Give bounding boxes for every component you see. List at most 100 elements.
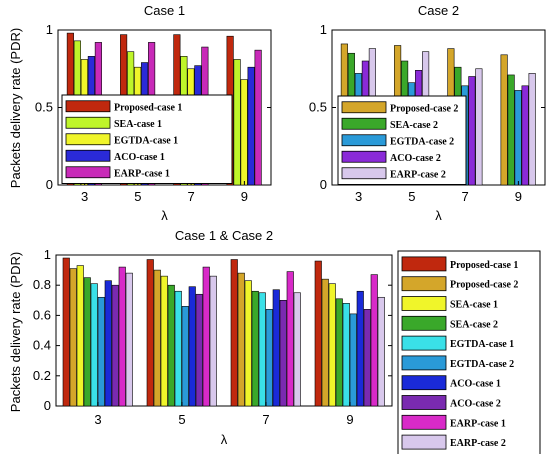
c3-bar-proposed-case-2-3 xyxy=(69,268,77,407)
c2-y-tick-label-1: 1 xyxy=(320,22,327,37)
c1-y-tick-label-1: 1 xyxy=(46,22,53,37)
c1-x-tick-label-3: 3 xyxy=(81,189,88,204)
c2-legend-swatch-sea-case-2 xyxy=(341,117,387,130)
c3-bar-sea-case-1-9 xyxy=(328,283,336,407)
c3-bar-aco-case-1-5 xyxy=(188,286,196,407)
c3-y-tick-label-0-2: 0.2 xyxy=(33,368,51,383)
c3-bar-sea-case-2-9 xyxy=(335,298,343,407)
c3-bar-sea-case-1-5 xyxy=(160,275,168,407)
c3-bar-aco-case-1-9 xyxy=(356,290,364,407)
c3-x-tick-label-3: 3 xyxy=(94,412,101,427)
c2-legend-label-egtda-case-2: EGTDA-case 2 xyxy=(390,136,454,147)
c3-x-tick-label-7: 7 xyxy=(262,412,269,427)
c1-chart-title: Case 1 xyxy=(144,3,185,18)
c3-legend-label-sea-case-2: SEA-case 2 xyxy=(450,319,498,330)
c3-bar-earp-case-1-3 xyxy=(118,266,126,407)
c3-bar-egtda-case-1-5 xyxy=(174,290,182,407)
c3-y-tick-label-0-8: 0.8 xyxy=(33,277,51,292)
c2-bar-sea-case-2-9 xyxy=(507,74,515,186)
c3-bar-earp-case-1-5 xyxy=(202,266,210,407)
c1-x-tick-label-7: 7 xyxy=(188,189,195,204)
c3-bar-sea-case-1-7 xyxy=(244,280,252,407)
c1-legend-swatch-earp-case-1 xyxy=(65,166,111,179)
c3-legend-swatch-egtda-case-2 xyxy=(401,355,447,371)
c2-x-tick-label-9: 9 xyxy=(515,189,522,204)
c3-chart-title: Case 1 & Case 2 xyxy=(175,228,273,243)
c3-y-tick-label-0: 0 xyxy=(44,398,51,413)
c1-legend-swatch-proposed-case-1 xyxy=(65,100,111,113)
c3-bar-earp-case-2-9 xyxy=(377,296,385,407)
c2-y-tick-label-0: 0 xyxy=(320,177,327,192)
c3-legend-swatch-sea-case-1 xyxy=(401,296,447,311)
c3-bar-earp-case-2-7 xyxy=(293,292,301,407)
c3-bar-egtda-case-1-9 xyxy=(342,303,350,407)
c1-bar-aco-case-1-9 xyxy=(247,66,255,186)
c3-legend-label-proposed-case-1: Proposed-case 1 xyxy=(450,260,518,271)
c3-bar-egtda-case-1-3 xyxy=(90,283,98,407)
y-axis-label-top: Packets delivery rate (PDR) xyxy=(8,28,23,188)
c3-legend-label-earp-case-2: EARP-case 2 xyxy=(450,438,506,449)
c3-bar-egtda-case-2-5 xyxy=(181,306,189,407)
c3-legend-swatch-sea-case-2 xyxy=(401,315,447,331)
c3-legend-label-egtda-case-2: EGTDA-case 2 xyxy=(450,359,514,370)
c3-bar-proposed-case-1-5 xyxy=(146,259,154,407)
c3-bar-proposed-case-2-7 xyxy=(237,272,245,407)
c2-x-tick-label-3: 3 xyxy=(355,189,362,204)
c1-x-tick-label-9: 9 xyxy=(241,189,248,204)
c3-legend-label-proposed-case-2: Proposed-case 2 xyxy=(450,280,518,291)
y-axis-label-bottom: Packets delivery rate (PDR) xyxy=(8,252,23,412)
c2-legend-label-earp-case-2: EARP-case 2 xyxy=(390,169,446,180)
c1-legend-swatch-sea-case-1 xyxy=(65,116,111,129)
c3-y-tick-label-0-6: 0.6 xyxy=(33,307,51,322)
c3-bar-aco-case-2-5 xyxy=(195,293,203,407)
c1-legend-label-earp-case-1: EARP-case 1 xyxy=(114,168,170,179)
c3-x-tick-label-9: 9 xyxy=(346,412,353,427)
c2-legend-swatch-aco-case-2 xyxy=(341,150,387,163)
c3-bar-aco-case-1-3 xyxy=(104,280,112,407)
c2-bar-egtda-case-2-9 xyxy=(514,90,522,186)
c3-bar-sea-case-1-3 xyxy=(76,265,84,407)
c3-y-tick-label-0-4: 0.4 xyxy=(33,338,51,353)
c1-legend-swatch-aco-case-1 xyxy=(65,149,111,162)
c3-bar-egtda-case-2-3 xyxy=(97,296,105,407)
c1-bar-earp-case-1-9 xyxy=(254,49,262,186)
c3-bar-aco-case-2-3 xyxy=(111,284,119,407)
c3-bar-proposed-case-1-7 xyxy=(230,259,238,407)
c3-bar-earp-case-1-7 xyxy=(286,271,294,407)
c2-chart-title: Case 2 xyxy=(418,3,459,18)
c3-legend-swatch-aco-case-2 xyxy=(401,395,447,410)
c3-bar-egtda-case-1-7 xyxy=(258,292,266,407)
c2-legend-swatch-proposed-case-2 xyxy=(341,101,387,114)
c1-legend-label-aco-case-1: ACO-case 1 xyxy=(114,152,165,163)
c2-legend-label-sea-case-2: SEA-case 2 xyxy=(390,120,438,131)
c1-bar-egtda-case-1-9 xyxy=(240,79,248,186)
c3-bar-aco-case-2-7 xyxy=(279,299,287,407)
c3-legend-swatch-proposed-case-1 xyxy=(401,256,447,272)
c3-legend-swatch-egtda-case-1 xyxy=(401,335,447,351)
c1-bar-sea-case-1-9 xyxy=(233,59,241,186)
c1-legend-label-proposed-case-1: Proposed-case 1 xyxy=(114,102,182,113)
c3-bar-sea-case-2-7 xyxy=(251,290,259,407)
c3-legend-label-aco-case-2: ACO-case 2 xyxy=(450,399,501,410)
c3-bar-proposed-case-2-9 xyxy=(321,278,329,407)
c3-x-axis-label: λ xyxy=(221,432,228,447)
c3-bar-egtda-case-2-9 xyxy=(349,313,357,407)
c3-legend-swatch-earp-case-1 xyxy=(401,414,447,430)
c3-bar-earp-case-2-5 xyxy=(209,275,217,407)
c3-bar-aco-case-1-7 xyxy=(272,289,280,407)
c1-legend-swatch-egtda-case-1 xyxy=(65,133,111,146)
c3-legend-swatch-earp-case-2 xyxy=(401,434,447,450)
c1-legend-label-sea-case-1: SEA-case 1 xyxy=(114,119,162,130)
c2-legend-swatch-earp-case-2 xyxy=(341,167,387,180)
c1-x-axis-label: λ xyxy=(161,208,168,223)
c3-bar-earp-case-2-3 xyxy=(125,272,133,407)
c3-bar-proposed-case-1-3 xyxy=(62,257,70,407)
c1-x-tick-label-5: 5 xyxy=(134,189,141,204)
c3-bar-aco-case-2-9 xyxy=(363,309,371,407)
c2-y-tick-label-0-5: 0.5 xyxy=(309,100,327,115)
c3-bar-earp-case-1-9 xyxy=(370,274,378,407)
c2-x-tick-label-5: 5 xyxy=(408,189,415,204)
c2-bar-aco-case-2-9 xyxy=(521,85,529,186)
c3-legend-label-earp-case-1: EARP-case 1 xyxy=(450,418,506,429)
